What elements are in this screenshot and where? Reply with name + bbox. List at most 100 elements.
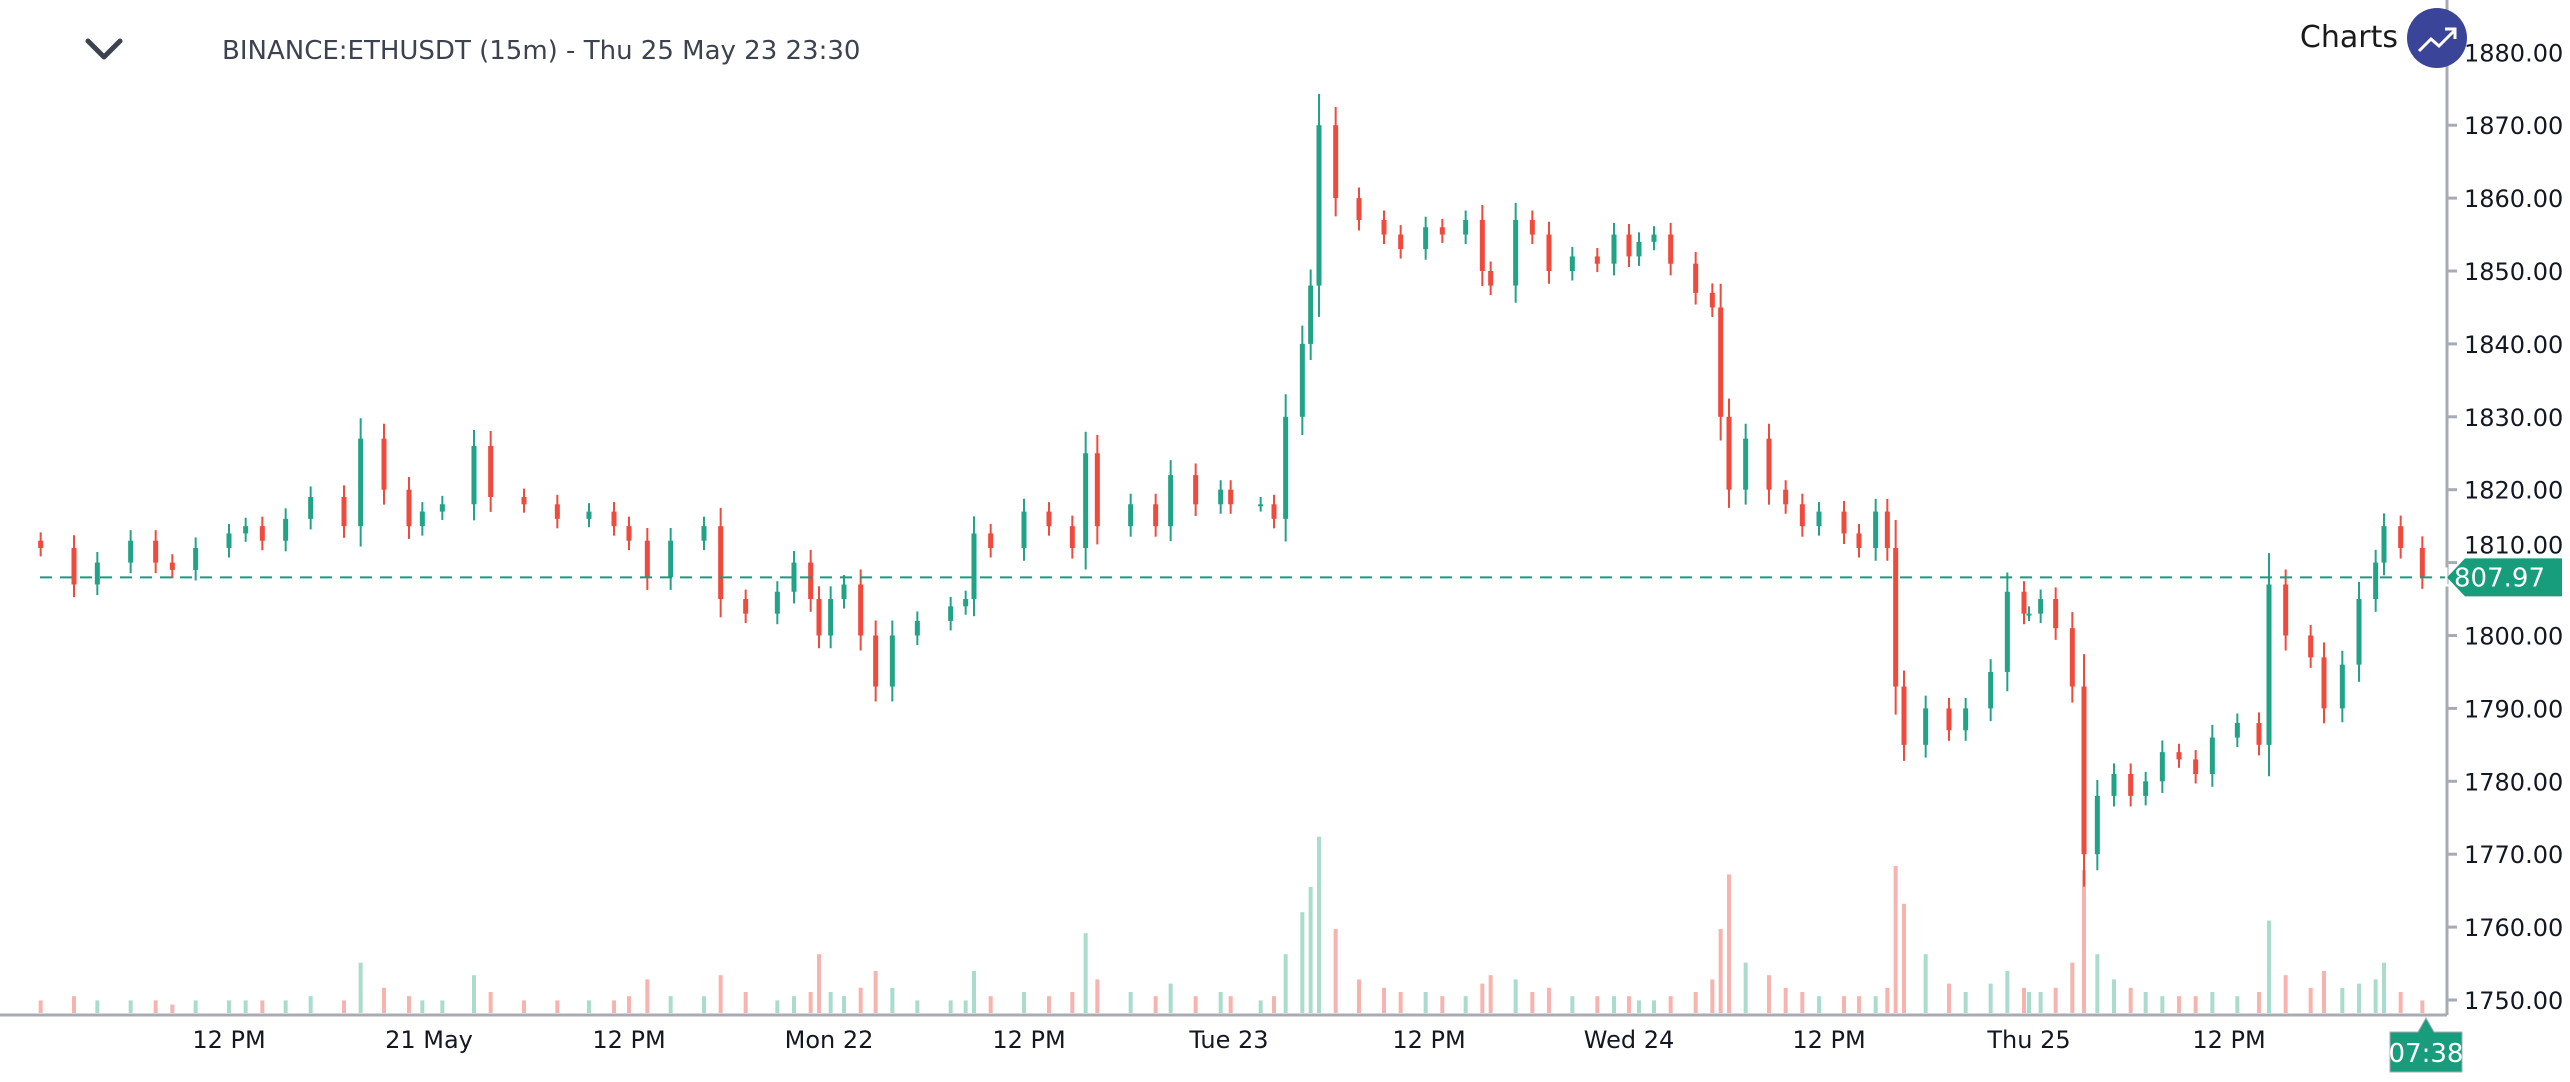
candle-body [971, 533, 977, 600]
volume-bar [128, 1000, 133, 1013]
volume-bar [792, 996, 796, 1013]
price-tick-label: 1800.00 [2464, 623, 2563, 651]
volume-bar [1857, 996, 1861, 1013]
candle-body [358, 438, 364, 527]
volume-bar [2398, 992, 2403, 1013]
candle-body [2111, 774, 2117, 796]
time-axis[interactable]: 12 PM 21 May 12 PM Mon 22 12 PM Tue 23 12 PM We… [192, 1026, 2265, 1054]
price-tick-label: 1820.00 [2464, 477, 2563, 505]
candle-body [1218, 489, 1224, 505]
candle-body [963, 599, 969, 607]
candle-body [2209, 737, 2215, 775]
volume-bar [1153, 996, 1158, 1013]
volume-bar [2308, 987, 2313, 1013]
volume-bar [587, 1000, 591, 1013]
volume-bar [382, 987, 386, 1013]
chevron-down-icon[interactable] [84, 36, 124, 62]
candle-body [948, 606, 954, 621]
candle-body [1594, 256, 1600, 264]
candle-body [1901, 686, 1907, 745]
candle-body [586, 511, 592, 519]
volume-bar [948, 1000, 953, 1013]
volume-bar [1218, 992, 1223, 1013]
time-tick-label: Thu 25 [1986, 1026, 2070, 1054]
candle-body [1439, 227, 1445, 235]
volume-bar [1333, 929, 1338, 1013]
candle-body [774, 591, 780, 614]
volume-bar [1800, 992, 1805, 1013]
candle-body [791, 562, 797, 592]
volume-bar [1480, 983, 1485, 1013]
candle-body [1228, 489, 1234, 505]
candle-body [1636, 241, 1642, 257]
candle-body [816, 599, 822, 636]
candle-body [341, 496, 347, 527]
volume-bar [2340, 987, 2345, 1013]
volume-bar [1612, 996, 1616, 1013]
volume-bar [890, 987, 895, 1013]
volume-bar [702, 996, 706, 1013]
price-tick-label: 1880.00 [2464, 39, 2563, 67]
volume-bar [1902, 903, 1906, 1013]
chart-title: BINANCE:ETHUSDT (15m) - Thu 25 May 23 23… [222, 36, 861, 66]
candle-body [1529, 219, 1535, 235]
volume-bar [2357, 983, 2361, 1013]
volume-bar [2053, 987, 2058, 1013]
candle-body [1398, 234, 1404, 250]
volume-bar [1743, 962, 1748, 1013]
volume-bar [1228, 996, 1233, 1013]
candle-body [1709, 292, 1715, 308]
volume-bar [1488, 975, 1493, 1013]
candle-body [153, 540, 159, 563]
candle-body [38, 540, 44, 549]
price-axis[interactable]: 1750.00 1760.00 1770.00 1780.00 1790.00 1800.… [2447, 39, 2563, 1015]
candle-body [2234, 722, 2240, 738]
candle-body [1946, 708, 1952, 731]
volume-bar [2257, 992, 2261, 1013]
volume-bar [260, 1000, 265, 1013]
volume-bar [170, 1004, 175, 1013]
candle-body [889, 635, 895, 687]
time-tick-label: Tue 23 [1188, 1026, 1268, 1054]
candle-body [828, 599, 834, 636]
time-tick-label: 12 PM [2192, 1026, 2265, 1054]
volume-bar [1423, 992, 1428, 1013]
candle-body [488, 445, 494, 497]
volume-bar [227, 1000, 231, 1013]
volume-bar [2193, 996, 2198, 1013]
candle-body [1651, 234, 1657, 242]
volume-bar [1300, 912, 1305, 1013]
price-tick-label: 1870.00 [2464, 112, 2563, 140]
charts-logo[interactable] [2407, 8, 2467, 68]
candle-body [226, 533, 232, 549]
candle-body [2266, 584, 2272, 745]
volume-bar [95, 1000, 100, 1013]
volume-bar [555, 1000, 560, 1013]
candle-body [259, 526, 265, 541]
volume-bar [1817, 996, 1821, 1013]
candle-body [1258, 504, 1264, 507]
volume-bar [2322, 971, 2326, 1013]
candle-body [1841, 511, 1847, 534]
candle-body [2069, 628, 2075, 687]
candle-body [1463, 219, 1469, 235]
candle-body [2143, 781, 2149, 796]
volume-bar [2210, 992, 2215, 1013]
volume-bar [2027, 992, 2031, 1013]
volume-bar [2038, 992, 2043, 1013]
volume-bar [1095, 979, 1100, 1013]
volume-bar [2373, 979, 2378, 1013]
candle-body [1333, 125, 1339, 199]
volume-bar [1547, 987, 1551, 1013]
volume-bar [1440, 996, 1445, 1013]
candle-body [1743, 438, 1749, 490]
candle-body [2256, 722, 2262, 745]
price-tick-label: 1790.00 [2464, 695, 2563, 723]
candle-body [2419, 548, 2425, 578]
volume-bar [2177, 996, 2181, 1013]
volume-bar [1963, 992, 1968, 1013]
volume-bar [522, 1000, 526, 1013]
volume-bar [1283, 954, 1288, 1013]
volume-bar [1463, 996, 1468, 1013]
